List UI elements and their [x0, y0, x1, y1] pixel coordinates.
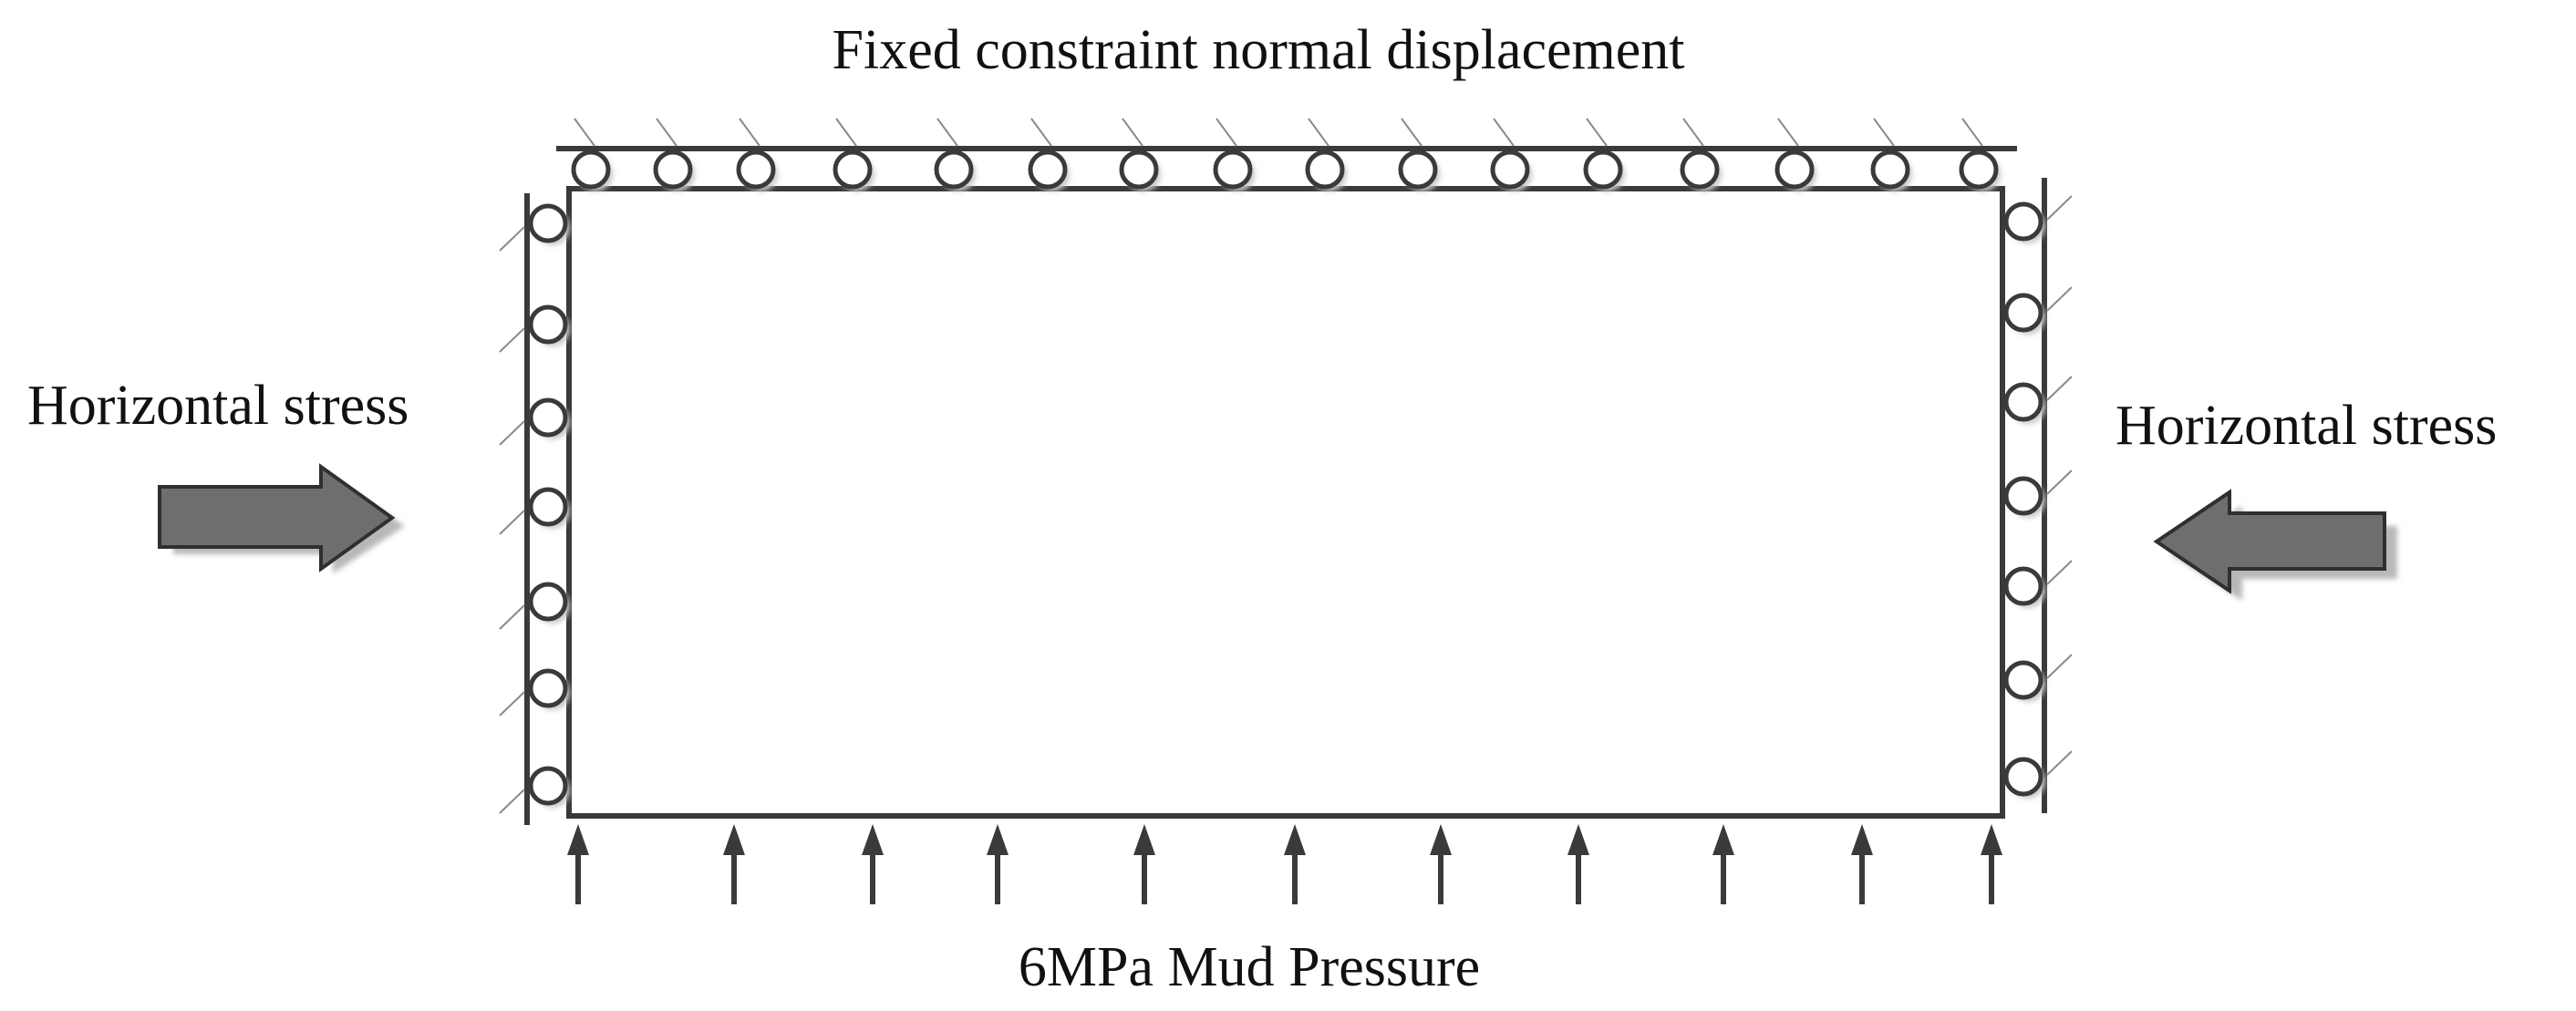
hatch-mark — [499, 789, 525, 814]
roller-icon — [1680, 150, 1722, 191]
up-arrow-icon — [987, 824, 1009, 904]
roller-icon — [2003, 382, 2045, 424]
up-arrow-icon — [1430, 824, 1452, 904]
mud-pressure-arrows — [567, 824, 2002, 904]
model-domain — [566, 186, 2005, 819]
top-hatch-marks — [574, 118, 1983, 147]
right-hatch-marks — [2046, 195, 2073, 776]
roller-icon — [1870, 150, 1912, 191]
hatch-mark — [1873, 118, 1895, 147]
hatch-mark — [1777, 118, 1799, 147]
up-arrow-icon — [1712, 824, 1734, 904]
hatch-mark — [656, 118, 678, 147]
hatch-mark — [499, 420, 525, 446]
roller-icon — [1959, 150, 2001, 191]
up-arrow-icon — [1284, 824, 1306, 904]
hatch-mark — [1308, 118, 1329, 147]
hatch-mark — [1961, 118, 1983, 147]
hatch-mark — [1030, 118, 1052, 147]
hatch-mark — [2046, 654, 2073, 679]
top-constraint-label: Fixed constraint normal displacement — [833, 19, 1685, 81]
up-arrow-icon — [723, 824, 745, 904]
hatch-mark — [499, 604, 525, 630]
up-arrow-icon — [1133, 824, 1155, 904]
hatch-mark — [2046, 750, 2073, 776]
left-hatch-marks — [499, 226, 525, 814]
hatch-mark — [499, 691, 525, 717]
roller-icon — [2003, 566, 2045, 608]
roller-icon — [528, 668, 570, 710]
left-stress-arrow-icon — [158, 463, 405, 573]
roller-icon — [1490, 150, 1532, 191]
hatch-mark — [936, 118, 958, 147]
roller-icon — [2003, 660, 2045, 702]
roller-icon — [528, 766, 570, 808]
hatch-mark — [499, 226, 525, 252]
up-arrow-icon — [862, 824, 884, 904]
roller-icon — [1583, 150, 1625, 191]
roller-icon — [2003, 476, 2045, 518]
hatch-mark — [2046, 195, 2073, 221]
hatch-mark — [1493, 118, 1515, 147]
roller-icon — [736, 150, 778, 191]
hatch-mark — [2046, 286, 2073, 312]
roller-icon — [528, 304, 570, 346]
roller-icon — [1774, 150, 1816, 191]
top-roller-supports — [571, 150, 2001, 191]
hatch-mark — [1682, 118, 1704, 147]
hatch-mark — [1401, 118, 1422, 147]
roller-icon — [1119, 150, 1161, 191]
hatch-mark — [1586, 118, 1608, 147]
hatch-mark — [1216, 118, 1237, 147]
hatch-mark — [574, 118, 595, 147]
right-stress-arrow-icon — [2153, 489, 2397, 601]
roller-icon — [528, 582, 570, 624]
roller-icon — [2003, 293, 2045, 335]
roller-icon — [2003, 757, 2045, 799]
left-roller-supports — [528, 203, 570, 808]
roller-icon — [528, 397, 570, 439]
hatch-mark — [2046, 469, 2073, 495]
roller-icon — [2003, 201, 2045, 243]
hatch-mark — [2046, 376, 2073, 401]
roller-icon — [934, 150, 976, 191]
hatch-mark — [739, 118, 760, 147]
hatch-mark — [1122, 118, 1143, 147]
up-arrow-icon — [567, 824, 589, 904]
hatch-mark — [2046, 560, 2073, 585]
up-arrow-icon — [1851, 824, 1873, 904]
right-roller-supports — [2003, 201, 2045, 799]
roller-icon — [528, 487, 570, 529]
up-arrow-icon — [1981, 824, 2002, 904]
roller-icon — [1398, 150, 1440, 191]
roller-icon — [833, 150, 874, 191]
roller-icon — [528, 203, 570, 245]
roller-icon — [653, 150, 695, 191]
hatch-mark — [835, 118, 857, 147]
roller-icon — [1305, 150, 1347, 191]
mud-pressure-label: 6MPa Mud Pressure — [1019, 936, 1480, 998]
hatch-mark — [499, 510, 525, 535]
left-stress-label: Horizontal stress — [27, 375, 409, 437]
roller-icon — [571, 150, 613, 191]
right-stress-label: Horizontal stress — [2116, 395, 2497, 457]
roller-icon — [1213, 150, 1255, 191]
up-arrow-icon — [1567, 824, 1589, 904]
roller-icon — [1028, 150, 1070, 191]
hatch-mark — [499, 327, 525, 353]
